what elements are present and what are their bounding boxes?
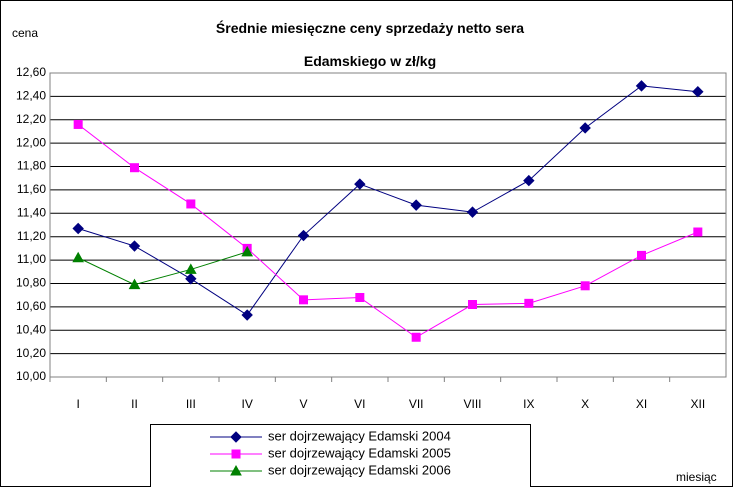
chart-title: Średnie miesięczne ceny sprzedaży netto …	[215, 20, 525, 69]
x-axis-label: miesiąc	[676, 470, 717, 484]
x-tick-label: IV	[241, 397, 252, 411]
x-tick-label: II	[131, 397, 138, 411]
y-tick-label: 10,20	[16, 346, 46, 360]
y-tick-label: 11,80	[17, 159, 46, 173]
data-point	[410, 199, 422, 211]
series-line	[77, 251, 248, 286]
legend-marker	[230, 464, 242, 476]
legend-marker	[231, 449, 241, 459]
y-tick-label: 10,00	[16, 369, 46, 383]
data-point	[184, 263, 197, 274]
data-point	[411, 332, 421, 342]
data-point	[635, 80, 648, 92]
data-point	[354, 178, 366, 190]
data-point	[186, 199, 196, 209]
x-tick-label: XII	[690, 397, 705, 411]
y-axis-label: cena	[12, 26, 38, 40]
data-point	[73, 119, 83, 129]
data-point	[130, 163, 139, 173]
y-tick-label: 11,60	[17, 182, 46, 196]
data-point	[692, 86, 704, 98]
x-tick-label: VI	[354, 397, 365, 411]
series-line	[77, 124, 699, 338]
x-tick-label: I	[76, 397, 79, 411]
data-point	[72, 251, 85, 263]
data-point	[355, 292, 365, 302]
data-point	[523, 174, 535, 187]
x-tick-label: X	[581, 397, 589, 411]
x-tick-label: III	[186, 397, 196, 411]
y-tick-label: 11,20	[17, 229, 46, 243]
series-line	[78, 85, 698, 316]
data-point	[466, 206, 479, 218]
x-tick-label: XI	[636, 397, 647, 411]
y-tick-label: 11,40	[17, 205, 46, 219]
data-point	[128, 240, 141, 252]
data-point	[693, 227, 703, 237]
data-point	[580, 281, 590, 291]
y-tick-label: 10,60	[16, 299, 46, 313]
data-point	[579, 122, 591, 134]
data-point	[72, 222, 84, 235]
legend-label: ser dojrzewający Edamski 2006	[268, 462, 451, 477]
x-tick-label: IX	[523, 397, 534, 411]
x-tick-label: VII	[409, 397, 424, 411]
data-point	[297, 229, 310, 242]
x-tick-label: V	[299, 397, 307, 411]
plot-border	[49, 72, 727, 378]
data-point	[524, 298, 534, 308]
legend-box	[150, 424, 531, 487]
data-point	[128, 278, 141, 290]
legend-marker	[230, 431, 242, 443]
y-tick-label: 12,40	[16, 89, 46, 103]
y-tick-label: 12,20	[16, 112, 46, 126]
legend-label: ser dojrzewający Edamski 2004	[268, 428, 451, 443]
y-tick-label: 12,00	[16, 135, 46, 149]
x-tick-label: VIII	[463, 397, 481, 411]
data-point	[185, 273, 197, 285]
legend-label: ser dojrzewający Edamski 2005	[268, 445, 451, 460]
data-point	[241, 245, 254, 257]
data-point	[468, 300, 477, 310]
data-point	[241, 309, 253, 321]
y-tick-label: 10,80	[16, 276, 46, 290]
y-tick-label: 12,60	[16, 65, 46, 79]
y-tick-label: 10,40	[16, 322, 46, 336]
y-tick-label: 11,00	[17, 252, 46, 266]
data-point	[299, 295, 308, 305]
data-point	[637, 250, 646, 260]
